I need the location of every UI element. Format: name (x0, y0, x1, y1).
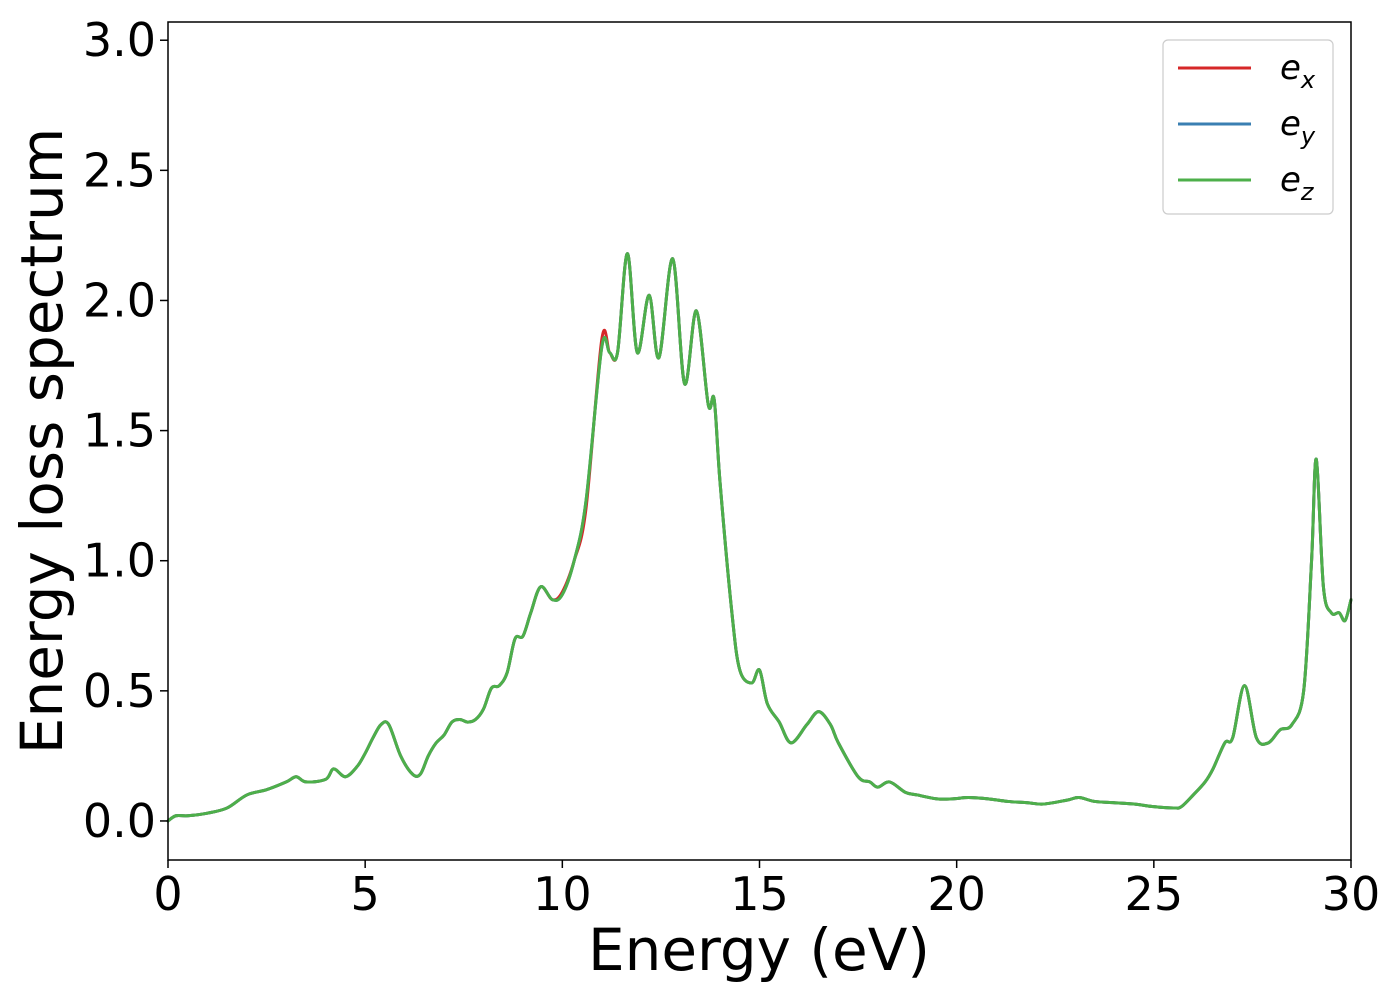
x-tick-label: 20 (927, 867, 986, 921)
x-axis: 0 5 10 15 20 25 30 (153, 860, 1380, 921)
x-tick-label: 10 (533, 867, 592, 921)
x-tick-label: 0 (153, 867, 182, 921)
y-axis-title: Energy loss spectrum (8, 128, 76, 754)
y-tick-label: 0.0 (83, 794, 156, 848)
y-tick-label: 3.0 (83, 13, 156, 67)
series-layer (166, 252, 1353, 823)
y-tick-label: 2.0 (83, 273, 156, 327)
legend-box (1162, 39, 1334, 215)
legend-label-z: ez (1280, 160, 1315, 206)
legend-items: ex ey ez (1178, 48, 1316, 206)
legend-label-y: ey (1280, 104, 1316, 150)
x-tick-label: 30 (1322, 867, 1381, 921)
x-tick-label: 15 (730, 867, 789, 921)
x-axis-title: Energy (eV) (588, 916, 930, 984)
y-tick-label: 1.5 (83, 404, 156, 458)
y-tick-label: 2.5 (83, 143, 156, 197)
series-line-z (166, 252, 1353, 823)
legend: ex ey ez (1162, 39, 1334, 215)
x-tick-label: 25 (1125, 867, 1184, 921)
x-tick-label: 5 (351, 867, 380, 921)
y-tick-label: 0.5 (83, 664, 156, 718)
y-axis: 0.0 0.5 1.0 1.5 2.0 2.5 3.0 (83, 13, 168, 848)
y-tick-label: 1.0 (83, 534, 156, 588)
legend-label-x: ex (1280, 48, 1316, 94)
